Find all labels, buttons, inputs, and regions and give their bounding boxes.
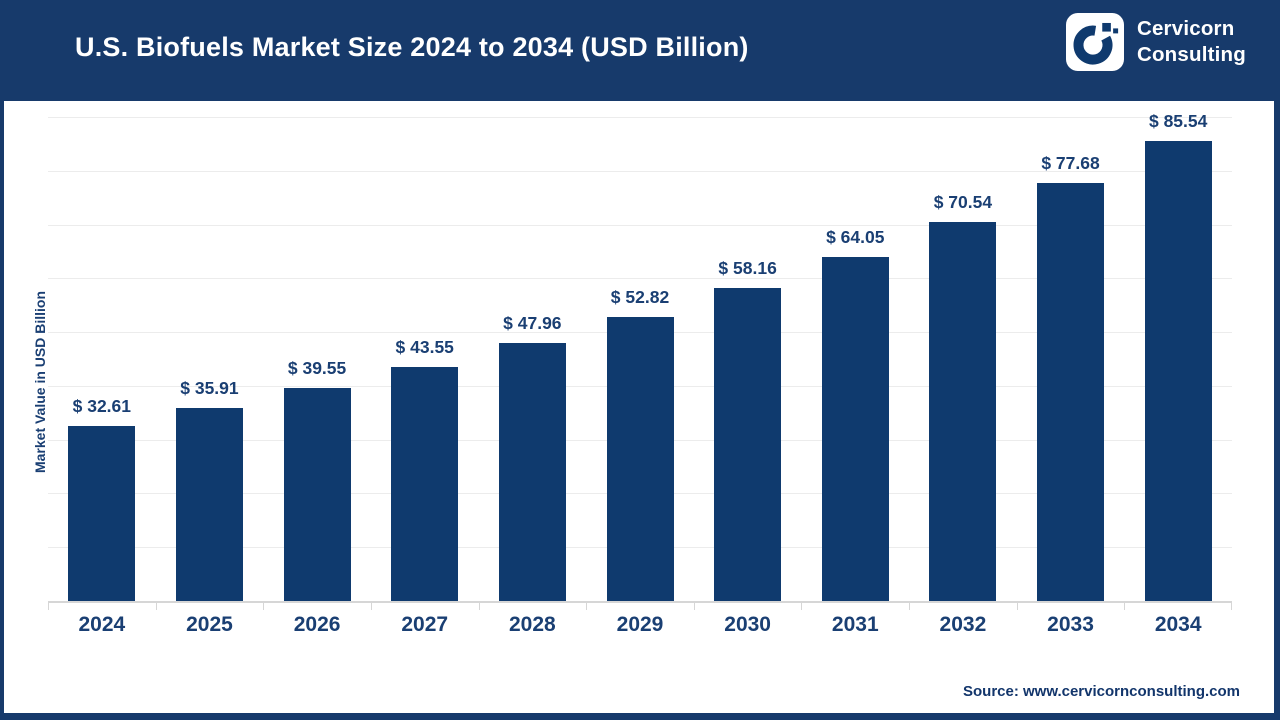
bar <box>175 407 243 601</box>
bar-value-label: $ 35.91 <box>180 377 239 398</box>
chart-canvas: Market Value in USD Billion $ 32.61 2024 $… <box>4 101 1274 713</box>
bar <box>68 425 136 601</box>
bar-value-label: $ 39.55 <box>287 358 347 379</box>
bar-value-label: $ 77.68 <box>1041 153 1100 174</box>
bar-value-label: $ 58.16 <box>718 258 777 279</box>
x-axis-label: 2034 <box>1154 613 1202 636</box>
chart-title: U.S. Biofuels Market Size 2024 to 2034 (… <box>75 32 749 62</box>
axis-tick <box>586 602 588 610</box>
gridline <box>48 278 1232 280</box>
bar <box>283 388 351 601</box>
x-axis-label: 2026 <box>293 613 341 636</box>
axis-tick <box>1016 602 1018 610</box>
logo: Cervicorn Consulting <box>1065 13 1246 71</box>
x-axis-label: 2032 <box>939 613 987 636</box>
gridline <box>48 170 1232 172</box>
axis-tick <box>801 602 803 610</box>
logo-text: Cervicorn Consulting <box>1137 16 1246 68</box>
logo-text-line2: Consulting <box>1136 43 1246 66</box>
plot-area: $ 32.61 2024 $ 35.91 2025 $ 39.55 2026 $ 43.55… <box>48 101 1232 636</box>
gridline <box>48 224 1232 226</box>
bar <box>498 343 566 601</box>
gridline <box>48 117 1232 119</box>
logo-text-line1: Cervicorn <box>1136 17 1235 40</box>
cervicorn-logo-icon <box>1065 13 1124 71</box>
axis-tick <box>909 602 911 610</box>
bar <box>1037 183 1105 601</box>
axis-tick <box>48 602 49 610</box>
x-axis-label: 2033 <box>1047 613 1094 636</box>
bar-value-label: $ 43.55 <box>395 336 454 357</box>
x-axis-label: 2028 <box>509 613 556 636</box>
y-axis-title: Market Value in USD Billion <box>32 290 48 474</box>
bar-value-label: $ 85.54 <box>1148 111 1208 132</box>
bar-value-label: $ 70.54 <box>933 191 993 212</box>
axis-tick <box>263 602 265 610</box>
bar-value-label: $ 32.61 <box>72 395 132 416</box>
axis-tick <box>693 602 695 610</box>
bar <box>1144 141 1212 601</box>
bar <box>714 288 782 601</box>
axis-tick <box>1231 602 1232 610</box>
bar-value-label: $ 64.05 <box>826 226 885 247</box>
axis-tick <box>155 602 157 610</box>
bar-value-label: $ 47.96 <box>503 313 562 334</box>
bar <box>606 317 674 601</box>
bar <box>821 256 889 601</box>
x-axis-label: 2027 <box>401 613 449 636</box>
x-axis-label: 2031 <box>831 613 879 636</box>
bar <box>929 221 997 601</box>
x-axis-line <box>48 601 1232 603</box>
bar <box>391 366 459 601</box>
x-axis-label: 2030 <box>724 613 771 636</box>
x-axis-label: 2029 <box>616 613 664 636</box>
x-axis-label: 2024 <box>78 613 126 636</box>
header-band: U.S. Biofuels Market Size 2024 to 2034 (… <box>0 0 1280 101</box>
axis-tick <box>370 602 372 610</box>
axis-tick <box>1124 602 1126 610</box>
source-text: Source: www.cervicornconsulting.com <box>962 683 1240 700</box>
bar-value-label: $ 52.82 <box>610 287 670 308</box>
x-axis-label: 2025 <box>186 613 233 636</box>
axis-tick <box>478 602 480 610</box>
